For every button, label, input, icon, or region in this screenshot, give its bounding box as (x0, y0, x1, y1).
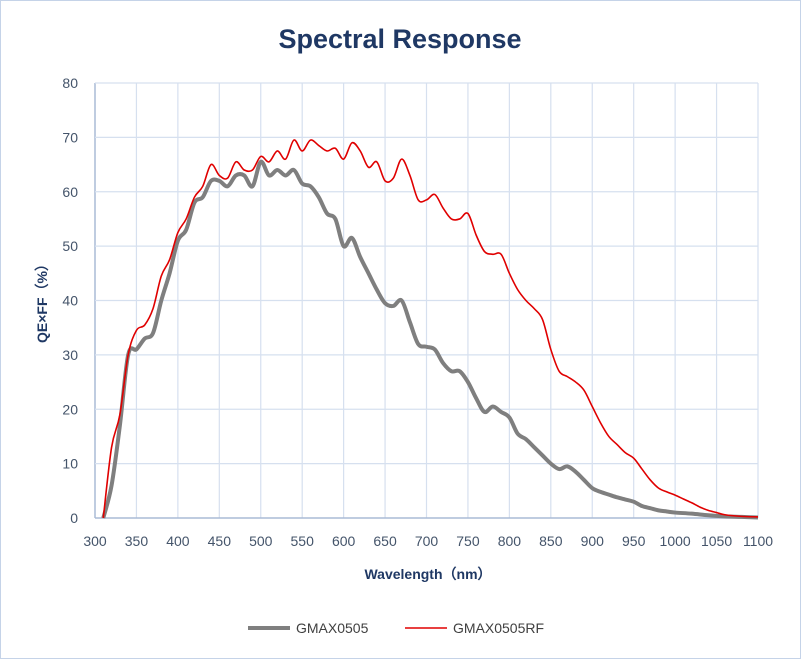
x-tick-label: 350 (125, 533, 149, 549)
x-tick-label: 700 (415, 533, 439, 549)
grid (94, 82, 759, 519)
x-tick-label: 400 (166, 533, 190, 549)
legend-label-gmax0505rf: GMAX0505RF (453, 620, 544, 636)
x-tick-label: 950 (622, 533, 646, 549)
x-tick-label: 1000 (660, 533, 691, 549)
x-tick-label: 750 (456, 533, 480, 549)
x-tick-label: 1100 (743, 533, 773, 549)
x-axis-label: Wavelength（nm） (364, 566, 491, 582)
y-tick-label: 50 (62, 238, 78, 254)
x-tick-label: 500 (249, 533, 273, 549)
y-tick-label: 60 (62, 184, 78, 200)
y-tick-label: 10 (62, 456, 78, 472)
series-line-gmax0505rf (102, 139, 759, 519)
y-tick-label: 30 (62, 347, 78, 363)
x-tick-label: 300 (83, 533, 107, 549)
x-tick-label: 800 (498, 533, 522, 549)
series-line-gmax0505 (101, 159, 759, 520)
x-tick-label: 450 (208, 533, 232, 549)
x-tick-label: 650 (373, 533, 397, 549)
series-lines (101, 139, 759, 520)
legend-label-gmax0505: GMAX0505 (296, 620, 369, 636)
y-axis-label: QE×FF（%） (34, 257, 50, 343)
y-tick-label: 80 (62, 75, 78, 91)
x-tick-label: 600 (332, 533, 356, 549)
y-tick-label: 0 (70, 510, 78, 526)
x-tick-label: 900 (581, 533, 605, 549)
legend: GMAX0505 GMAX0505RF (248, 620, 544, 636)
y-tick-label: 20 (62, 401, 78, 417)
x-tick-label: 850 (539, 533, 563, 549)
y-tick-label: 70 (62, 129, 78, 145)
tick-labels: 300 350 400 450 500 550 600 650 700 750 800 850 900 9… (62, 75, 773, 549)
chart-title: Spectral Response (278, 24, 521, 54)
x-tick-label: 1050 (701, 533, 732, 549)
y-tick-label: 40 (62, 293, 78, 309)
x-tick-label: 550 (291, 533, 315, 549)
